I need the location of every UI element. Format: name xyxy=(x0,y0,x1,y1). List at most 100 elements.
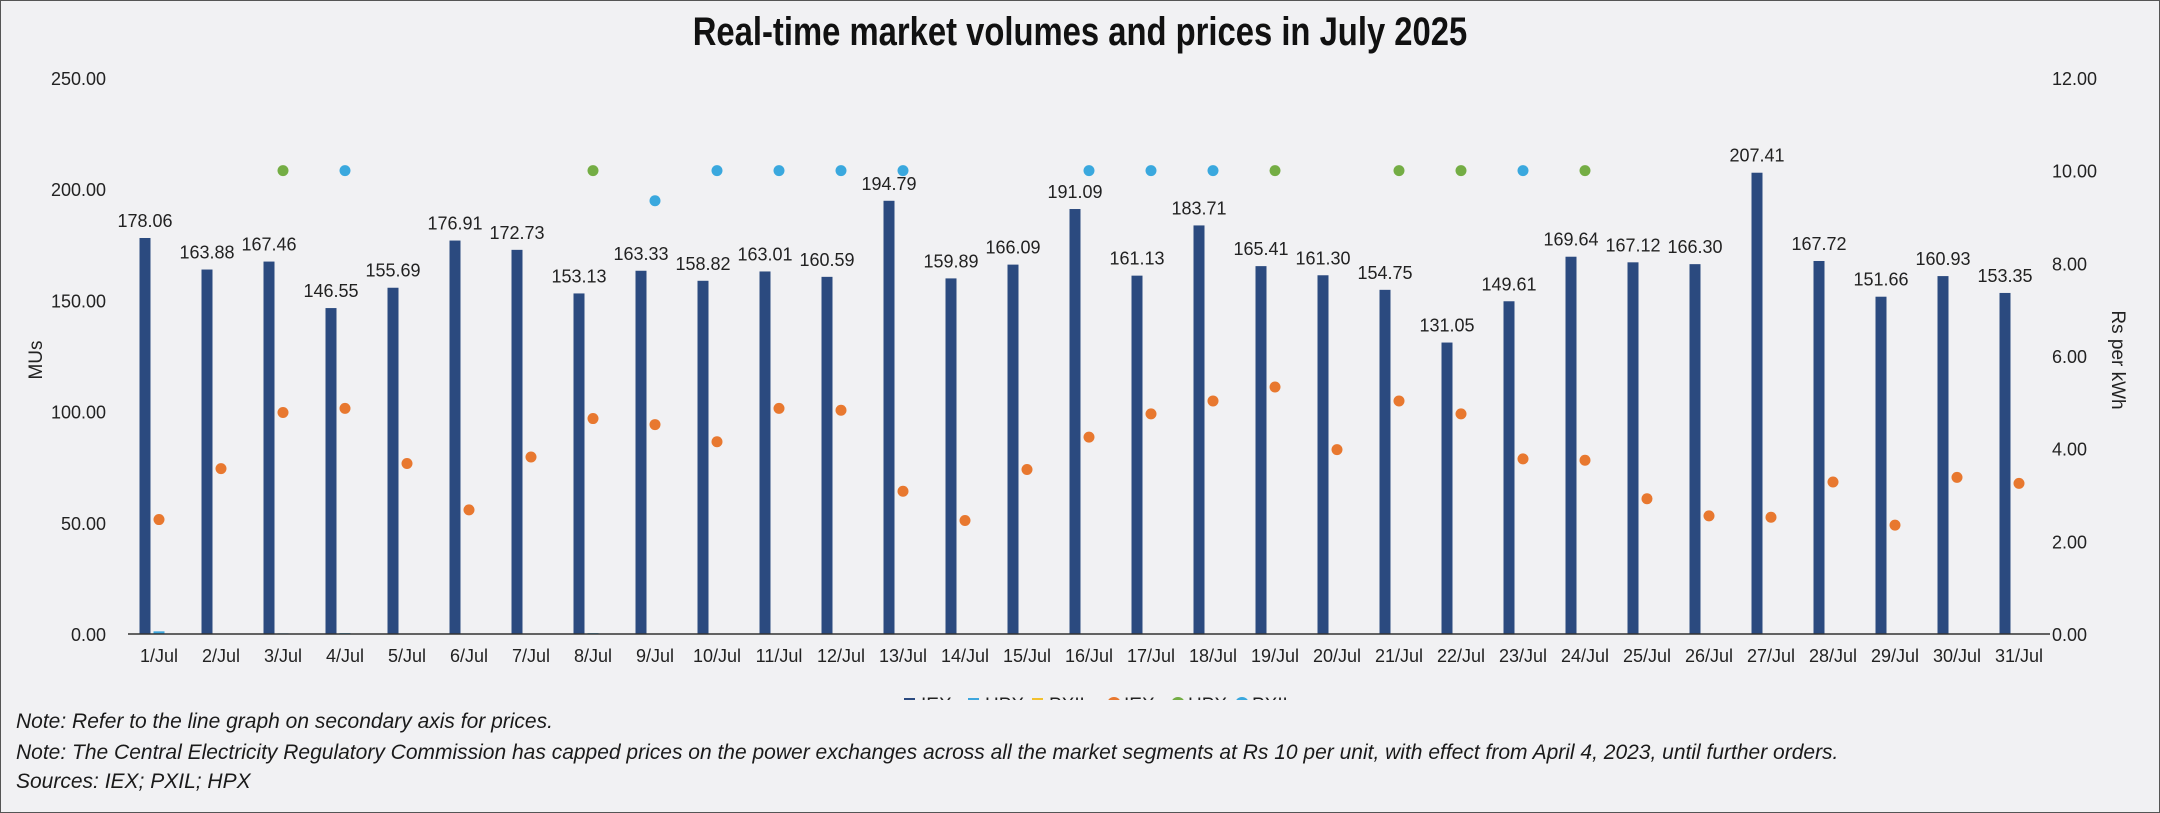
price-point-hpx xyxy=(1455,165,1467,177)
x-tick-label: 28/Jul xyxy=(1809,646,1857,666)
bar-data-label: 153.35 xyxy=(1977,266,2032,286)
bar-iex xyxy=(387,287,399,634)
y-tick-label: 200.00 xyxy=(51,180,106,200)
bar-data-label: 160.93 xyxy=(1915,249,1970,269)
chart-svg: Real-time market volumes and prices in J… xyxy=(26,9,2128,700)
bars-group xyxy=(139,172,2011,634)
x-tick-label: 16/Jul xyxy=(1065,646,1113,666)
price-point-iex xyxy=(1083,431,1095,443)
note-price-cap: Note: The Central Electricity Regulatory… xyxy=(16,741,1839,764)
price-point-pxil xyxy=(1145,165,1157,177)
price-point-iex xyxy=(525,451,537,463)
x-tick-label: 11/Jul xyxy=(756,646,803,666)
bar-data-label: 166.30 xyxy=(1667,237,1722,257)
bar-data-label: 191.09 xyxy=(1047,182,1102,202)
x-tick-label: 7/Jul xyxy=(512,646,550,666)
x-tick-label: 19/Jul xyxy=(1251,646,1299,666)
bar-data-label: 176.91 xyxy=(427,214,482,234)
x-tick-label: 27/Jul xyxy=(1747,646,1795,666)
x-tick-label: 9/Jul xyxy=(636,646,674,666)
x-tick-label: 6/Jul xyxy=(450,646,488,666)
bar-iex xyxy=(1689,264,1701,634)
x-tick-label: 15/Jul xyxy=(1003,646,1051,666)
y-tick-label: 150.00 xyxy=(51,291,106,311)
legend-label: HPX xyxy=(985,695,1024,700)
y-axis-right: 0.00 2.00 4.00 6.00 8.00 10.00 12.00 xyxy=(2052,69,2097,645)
bar-data-label: 169.64 xyxy=(1543,230,1598,250)
bar-data-label: 160.59 xyxy=(799,250,854,270)
price-point-iex xyxy=(649,419,661,431)
x-tick-label: 13/Jul xyxy=(879,646,927,666)
price-point-iex xyxy=(2013,477,2025,489)
bar-data-label: 146.55 xyxy=(303,281,358,301)
price-point-iex xyxy=(1889,519,1901,531)
bar-iex xyxy=(1255,266,1267,634)
note-secondary-axis: Note: Refer to the line graph on seconda… xyxy=(16,710,553,733)
price-point-iex xyxy=(1579,454,1591,466)
bar-iex xyxy=(1379,289,1391,634)
y-tick-label: 100.00 xyxy=(51,403,106,423)
bar-iex xyxy=(1751,172,1763,634)
price-point-iex xyxy=(1269,381,1281,393)
bar-data-label: 161.30 xyxy=(1295,248,1350,268)
x-tick-label: 18/Jul xyxy=(1189,646,1237,666)
bar-data-label: 161.13 xyxy=(1109,249,1164,269)
price-point-iex xyxy=(277,407,289,419)
bar-iex xyxy=(1007,264,1019,634)
price-point-iex xyxy=(897,485,909,497)
x-tick-label: 5/Jul xyxy=(388,646,426,666)
bar-data-label: 194.79 xyxy=(861,174,916,194)
legend-label: HPX xyxy=(1188,695,1227,700)
bar-data-label: 158.82 xyxy=(675,254,730,274)
bar-iex xyxy=(263,261,275,634)
x-tick-label: 30/Jul xyxy=(1933,646,1981,666)
bar-data-label: 155.69 xyxy=(365,261,420,281)
price-point-iex xyxy=(1021,464,1033,476)
bar-data-label: 163.88 xyxy=(179,243,234,263)
bar-iex xyxy=(1813,260,1825,634)
x-tick-label: 17/Jul xyxy=(1127,646,1175,666)
bar-data-label: 153.13 xyxy=(551,266,606,286)
price-point-iex xyxy=(1393,395,1405,407)
bar-data-label: 159.89 xyxy=(923,251,978,271)
x-tick-label: 31/Jul xyxy=(1995,646,2043,666)
legend-label: PXIL xyxy=(1049,695,1090,700)
bar-data-label: 166.09 xyxy=(985,238,1040,258)
x-tick-label: 2/Jul xyxy=(202,646,240,666)
x-tick-label: 12/Jul xyxy=(817,646,865,666)
bar-data-label: 167.72 xyxy=(1791,234,1846,254)
price-point-iex xyxy=(1455,408,1467,420)
price-point-iex xyxy=(773,402,785,414)
bar-iex xyxy=(1565,256,1577,634)
legend-swatch-bar xyxy=(968,698,979,700)
price-point-iex xyxy=(959,514,971,526)
legend-swatch-bar xyxy=(1032,698,1043,700)
y2-tick-label: 10.00 xyxy=(2052,162,2097,182)
price-point-iex xyxy=(1703,510,1715,522)
bar-iex xyxy=(1131,275,1143,634)
bar-iex xyxy=(201,269,213,634)
y2-tick-label: 0.00 xyxy=(2052,625,2087,645)
x-tick-label: 24/Jul xyxy=(1561,646,1609,666)
legend-label: IEX xyxy=(921,695,952,700)
price-point-iex xyxy=(1827,476,1839,488)
bar-iex xyxy=(1069,209,1081,634)
bar-iex xyxy=(821,276,833,634)
price-point-iex xyxy=(1207,395,1219,407)
legend-swatch-dot xyxy=(1108,697,1120,700)
bar-iex xyxy=(697,280,709,634)
y2-tick-label: 6.00 xyxy=(2052,347,2087,367)
y-axis-label: MUs xyxy=(26,340,47,379)
price-point-hpx xyxy=(1579,165,1591,177)
chart-title: Real-time market volumes and prices in J… xyxy=(693,9,1467,54)
x-tick-label: 26/Jul xyxy=(1685,646,1733,666)
bar-data-label: 163.33 xyxy=(613,244,668,264)
y2-tick-label: 12.00 xyxy=(2052,69,2097,89)
bar-data-label: 154.75 xyxy=(1357,263,1412,283)
bar-data-label: 149.61 xyxy=(1481,274,1536,294)
x-tick-label: 10/Jul xyxy=(693,646,741,666)
y-tick-label: 50.00 xyxy=(61,514,106,534)
bar-data-label: 151.66 xyxy=(1853,270,1908,290)
bar-labels-group: 178.06 163.88 167.46 146.55 155.69 176.91 172.… xyxy=(117,146,2032,336)
price-point-iex xyxy=(711,436,723,448)
